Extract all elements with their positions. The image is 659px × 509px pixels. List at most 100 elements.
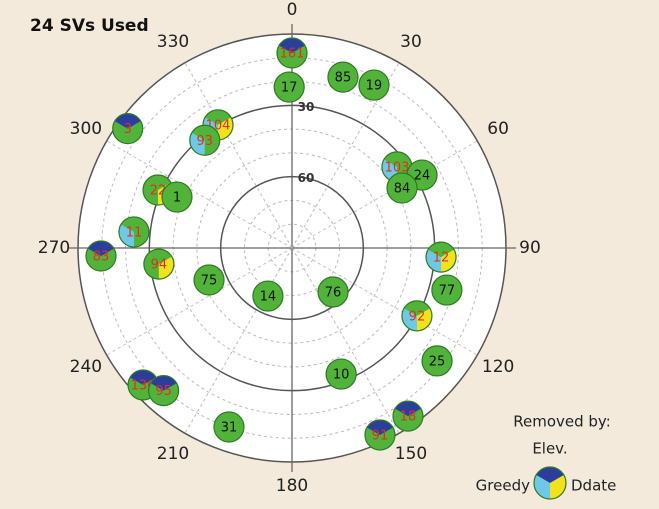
satellite-label: 161 (280, 47, 305, 62)
legend-label: Greedy (476, 477, 530, 495)
satellite-label: 92 (409, 309, 426, 324)
marker-outline (533, 466, 567, 500)
satellite-label: 84 (394, 182, 411, 197)
marker-base (387, 173, 418, 204)
satellite: 91 (364, 419, 396, 451)
marker-outline (85, 240, 117, 272)
satellite-label: 10 (333, 368, 350, 383)
marker-outline (327, 61, 359, 93)
marker-base (274, 72, 305, 103)
satellite: 83 (85, 240, 117, 272)
marker-outline (386, 172, 418, 204)
marker-outline (401, 300, 433, 332)
marker-outline (161, 181, 193, 213)
marker-base (252, 281, 283, 312)
satellite: 161 (276, 37, 308, 69)
satellite-label: 19 (366, 79, 383, 94)
marker-outline (118, 216, 150, 248)
marker-outline (143, 248, 175, 280)
azimuth-tick-label: 150 (395, 444, 427, 464)
satellite: 94 (143, 248, 175, 280)
satellite-label: 95 (155, 384, 172, 399)
marker-segment (150, 375, 177, 391)
satellite: 18 (392, 400, 424, 432)
azimuth-tick-label: 0 (287, 0, 298, 20)
satellite-label: 103 (385, 160, 410, 175)
marker-outline (358, 69, 390, 101)
satellite: 76 (317, 276, 349, 308)
marker-outline (148, 374, 180, 407)
satellite: 3 (112, 113, 144, 145)
satellite-label: 14 (260, 290, 277, 305)
legend-label: Ddate (571, 477, 616, 495)
satellite-label: 24 (414, 169, 431, 184)
marker-outline (325, 358, 357, 390)
satellite-label: 75 (201, 274, 218, 289)
marker-base (213, 411, 244, 442)
marker-outline (189, 124, 221, 156)
elevation-ring (219, 175, 365, 321)
marker-base (358, 70, 389, 101)
azimuth-tick-label: 60 (487, 119, 509, 139)
satellite-label: 3 (124, 122, 132, 137)
satellite: 12 (425, 241, 457, 273)
marker-outline (421, 345, 453, 377)
azimuth-tick-label: 240 (70, 357, 102, 377)
marker-outline (425, 241, 457, 273)
azimuth-tick-label: 120 (482, 357, 514, 377)
marker-segment (394, 401, 421, 417)
chart-title: 24 SVs Used (30, 16, 149, 36)
satellite-label: 93 (196, 134, 213, 149)
marker-outline (317, 276, 349, 308)
marker-segment (279, 38, 305, 54)
marker-base (431, 275, 462, 306)
azimuth-tick-label: 180 (276, 476, 308, 496)
satellite: 31 (213, 411, 245, 443)
satellite-label: 11 (126, 225, 143, 240)
satellite: 77 (431, 274, 463, 306)
satellite-label: 91 (372, 428, 389, 443)
marker-base (318, 276, 349, 307)
satellite: 10 (325, 358, 357, 390)
satellite: 1 (161, 181, 193, 213)
marker-outline (193, 264, 225, 296)
marker-outline (252, 280, 284, 312)
marker-base (162, 182, 193, 213)
elevation-tick-label: 60 (298, 171, 315, 185)
satellite-label: 77 (439, 284, 456, 299)
azimuth-tick-label: 300 (70, 119, 102, 139)
satellite-label: 83 (93, 250, 110, 265)
marker-outline (213, 411, 245, 443)
marker-base (194, 265, 225, 296)
marker-base (422, 345, 453, 376)
satellite-label: 1 (173, 191, 181, 206)
azimuth-tick-label: 330 (157, 32, 189, 52)
satellite: 11 (118, 216, 150, 248)
satellite-label: 31 (221, 420, 238, 435)
elevation-tick-label: 30 (298, 100, 315, 114)
marker-outline (273, 71, 305, 103)
satellite: 17 (273, 71, 305, 103)
satellite: 93 (189, 124, 221, 156)
satellite: 92 (401, 300, 433, 332)
satellite-label: 85 (335, 71, 352, 86)
marker-segment (114, 113, 141, 129)
satellite: 75 (193, 264, 225, 296)
marker-base (326, 359, 357, 390)
marker-segment (366, 419, 393, 435)
azimuth-tick-label: 270 (38, 238, 70, 258)
marker-segment (130, 369, 157, 385)
marker-outline (276, 37, 308, 69)
satellite-label: 12 (433, 251, 450, 266)
marker-base (327, 62, 358, 93)
legend-label: Elev. (532, 440, 567, 458)
satellite: 14 (252, 280, 284, 312)
satellite: 19 (358, 69, 390, 101)
satellite-label: 76 (325, 285, 342, 300)
satellite-label: 94 (151, 258, 168, 273)
azimuth-tick-label: 210 (157, 444, 189, 464)
satellite: 95 (148, 374, 180, 407)
azimuth-tick-label: 90 (519, 238, 541, 258)
marker-segment (88, 241, 114, 257)
